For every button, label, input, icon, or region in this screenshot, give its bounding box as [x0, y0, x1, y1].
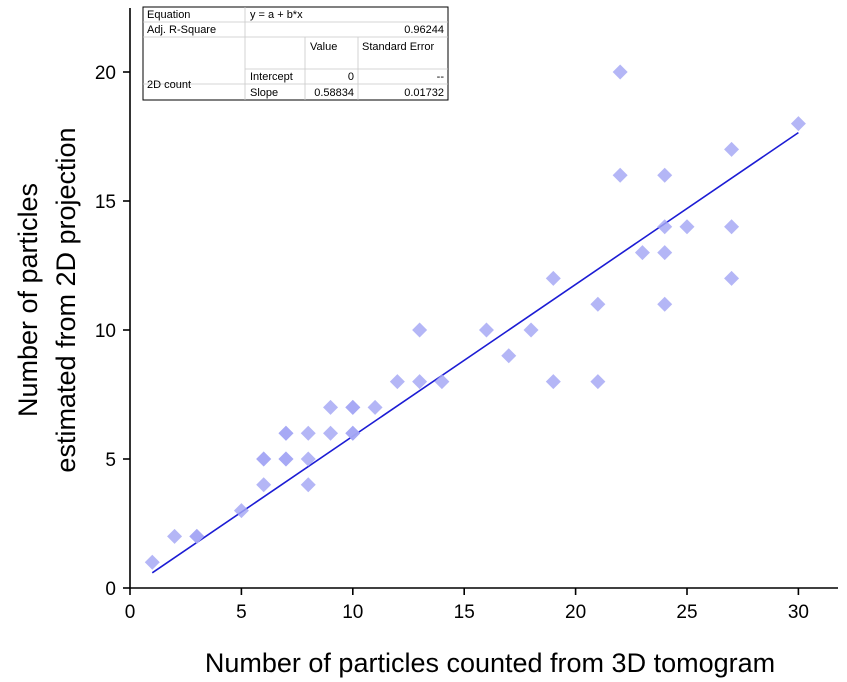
data-point	[679, 219, 695, 235]
y-axis-title-line2: estimated from 2D projection	[51, 127, 81, 472]
data-point	[367, 399, 383, 415]
data-point	[590, 374, 606, 390]
data-point	[657, 167, 673, 183]
stats-intercept-value: 0	[348, 71, 354, 83]
axis-ticks: 0 5 10 15 20 25 30 0 5 10 15 20	[95, 63, 809, 623]
stats-slope-stderr: 0.01732	[404, 87, 444, 99]
data-point	[233, 503, 249, 519]
y-tick-label: 0	[105, 579, 116, 600]
data-point	[612, 167, 628, 183]
stats-r2-label: Adj. R-Square	[147, 24, 216, 36]
data-point	[167, 528, 183, 544]
y-tick-label: 15	[95, 192, 116, 213]
data-point	[189, 528, 205, 544]
stats-r2-value: 0.96244	[404, 24, 444, 36]
data-point	[545, 374, 561, 390]
x-tick-label: 10	[342, 602, 363, 623]
data-point	[300, 425, 316, 441]
data-point	[724, 219, 740, 235]
data-point	[657, 219, 673, 235]
data-point	[612, 64, 628, 80]
stats-equation-value: y = a + b*x	[250, 9, 303, 21]
fit-stats-table: Equation y = a + b*x Adj. R-Square 0.962…	[142, 6, 449, 101]
data-point	[256, 477, 272, 493]
x-axis-title: Number of particles counted from 3D tomo…	[205, 648, 775, 678]
data-point	[323, 399, 339, 415]
data-point	[724, 270, 740, 286]
x-tick-label: 25	[676, 602, 697, 623]
y-axis-title-line1: Number of particles	[13, 183, 43, 417]
data-point	[790, 116, 806, 132]
x-tick-label: 5	[236, 602, 247, 623]
data-point	[590, 296, 606, 312]
data-point	[323, 425, 339, 441]
stats-intercept-label: Intercept	[250, 71, 293, 83]
data-point	[523, 322, 539, 338]
stats-intercept-stderr: --	[437, 71, 445, 83]
data-point	[144, 554, 160, 570]
data-point	[657, 296, 673, 312]
data-point	[278, 451, 294, 467]
data-point	[412, 322, 428, 338]
stats-slope-value: 0.58834	[314, 87, 354, 99]
data-point	[345, 399, 361, 415]
data-point	[278, 425, 294, 441]
data-points	[144, 64, 806, 570]
stats-value-header: Value	[310, 41, 337, 53]
x-tick-label: 15	[454, 602, 475, 623]
data-point	[724, 141, 740, 157]
data-point	[434, 374, 450, 390]
data-point	[545, 270, 561, 286]
stats-group-label: 2D count	[147, 79, 191, 91]
stats-equation-label: Equation	[147, 9, 190, 21]
x-tick-label: 20	[565, 602, 586, 623]
stats-stderr-header: Standard Error	[362, 41, 434, 53]
data-point	[634, 245, 650, 261]
data-point	[345, 425, 361, 441]
x-tick-label: 30	[788, 602, 809, 623]
data-point	[256, 451, 272, 467]
stats-slope-label: Slope	[250, 87, 278, 99]
data-point	[657, 245, 673, 261]
data-point	[478, 322, 494, 338]
x-tick-label: 0	[125, 602, 136, 623]
y-tick-label: 20	[95, 63, 116, 84]
y-tick-label: 5	[105, 450, 116, 471]
data-point	[300, 451, 316, 467]
data-point	[501, 348, 517, 364]
data-point	[300, 477, 316, 493]
fit-line	[151, 131, 799, 574]
y-tick-label: 10	[95, 321, 116, 342]
data-point	[389, 374, 405, 390]
data-point	[412, 374, 428, 390]
